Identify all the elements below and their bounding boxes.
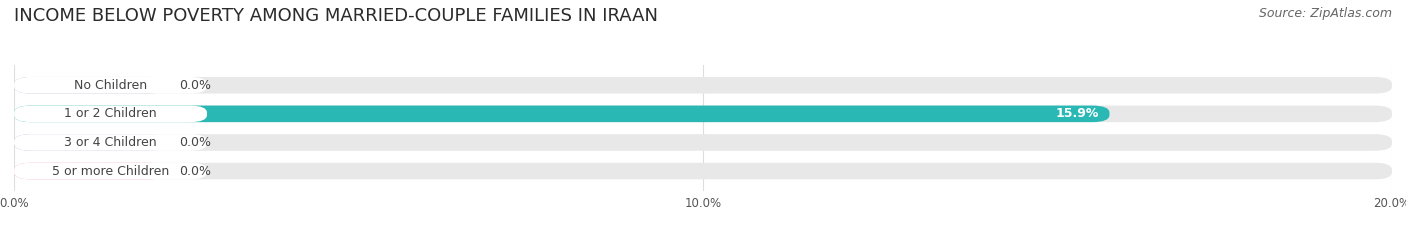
Text: INCOME BELOW POVERTY AMONG MARRIED-COUPLE FAMILIES IN IRAAN: INCOME BELOW POVERTY AMONG MARRIED-COUPL…: [14, 7, 658, 25]
Text: No Children: No Children: [75, 79, 148, 92]
FancyBboxPatch shape: [14, 134, 1392, 151]
FancyBboxPatch shape: [14, 163, 1392, 179]
Text: 0.0%: 0.0%: [180, 164, 211, 178]
FancyBboxPatch shape: [14, 106, 207, 122]
FancyBboxPatch shape: [14, 106, 1392, 122]
FancyBboxPatch shape: [14, 134, 166, 151]
FancyBboxPatch shape: [14, 163, 207, 179]
FancyBboxPatch shape: [14, 77, 166, 94]
FancyBboxPatch shape: [14, 106, 1109, 122]
FancyBboxPatch shape: [14, 134, 207, 151]
Text: 15.9%: 15.9%: [1056, 107, 1099, 120]
FancyBboxPatch shape: [14, 77, 207, 94]
FancyBboxPatch shape: [14, 163, 166, 179]
Text: Source: ZipAtlas.com: Source: ZipAtlas.com: [1258, 7, 1392, 20]
FancyBboxPatch shape: [14, 77, 1392, 94]
Text: 3 or 4 Children: 3 or 4 Children: [65, 136, 157, 149]
Text: 1 or 2 Children: 1 or 2 Children: [65, 107, 157, 120]
Text: 0.0%: 0.0%: [180, 136, 211, 149]
Text: 0.0%: 0.0%: [180, 79, 211, 92]
Text: 5 or more Children: 5 or more Children: [52, 164, 169, 178]
